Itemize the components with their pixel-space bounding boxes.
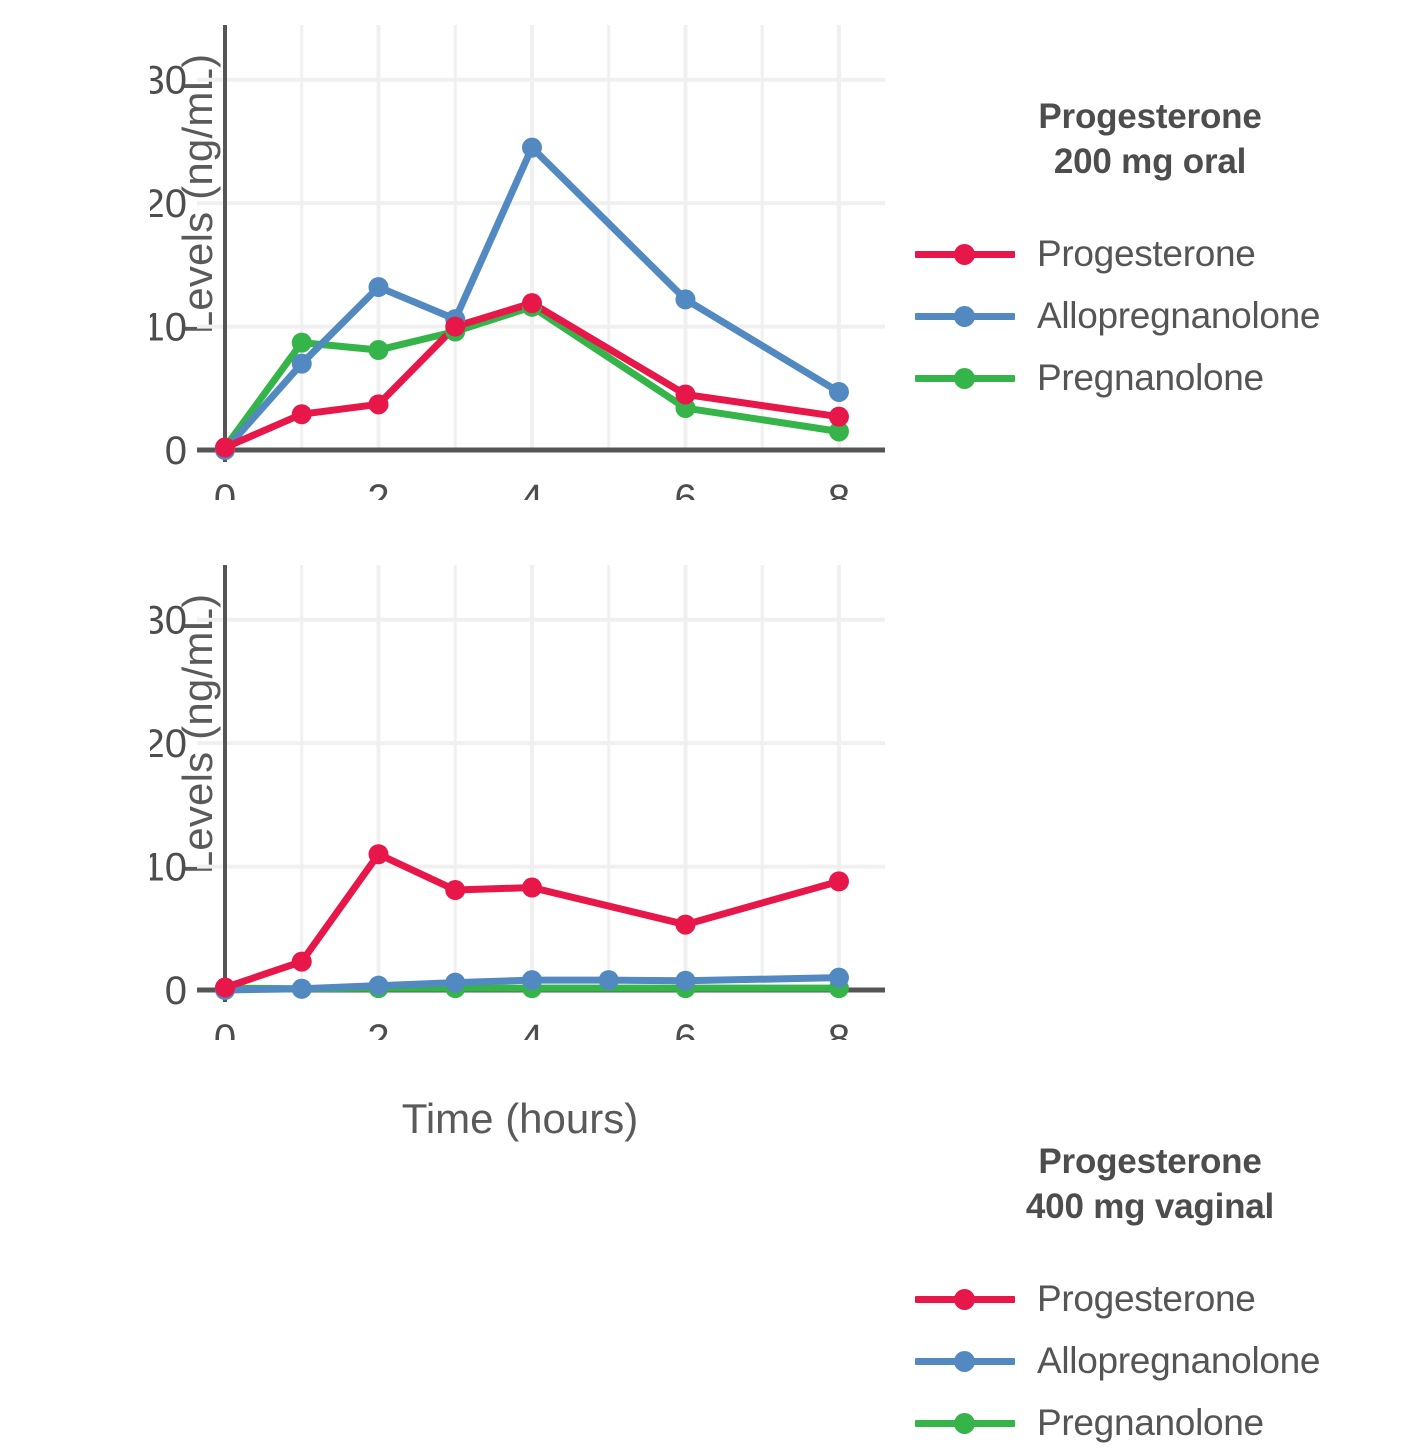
legend-swatch-pregnanolone-icon	[915, 1412, 1015, 1434]
legend-item-allopregnanolone[interactable]: Allopregnanolone	[915, 1330, 1415, 1392]
legend-label-allopregnanolone: Allopregnanolone	[1037, 1339, 1321, 1381]
legend-item-allopregnanolone[interactable]: Allopregnanolone	[915, 285, 1415, 347]
legend-title-line2: 400 mg vaginal	[1025, 1186, 1275, 1226]
chart-panel-top: Levels (ng/mL) 0 10 20 30 0 2 4 6 8 Progesterone…	[0, 0, 1423, 520]
svg-text:30: 30	[150, 599, 187, 643]
legend-bottom: Progesterone 400 mg vaginal Progesterone…	[915, 1140, 1415, 1454]
legend-title-bottom: Progesterone 400 mg vaginal	[915, 1140, 1385, 1230]
chart-panel-bottom: Levels (ng/mL) 0 10 20 30 0 2 4 6 8 Progesterone…	[0, 540, 1423, 1443]
legend-title-line2: 200 mg oral	[1053, 141, 1247, 181]
svg-text:6: 6	[674, 1017, 696, 1040]
svg-text:2: 2	[367, 477, 389, 500]
legend-title-top: Progesterone 200 mg oral	[915, 95, 1385, 185]
svg-text:6: 6	[674, 477, 696, 500]
legend-swatch-pregnanolone-icon	[915, 367, 1015, 389]
svg-text:2: 2	[367, 1017, 389, 1040]
x-axis-label: Time (hours)	[401, 1095, 639, 1142]
legend-top: Progesterone 200 mg oral Progesterone Al…	[915, 95, 1415, 409]
svg-text:20: 20	[150, 722, 187, 766]
svg-text:0: 0	[165, 429, 187, 473]
legend-label-progesterone: Progesterone	[1037, 232, 1256, 274]
legend-items-top: Progesterone Allopregnanolone Pregnanolo…	[915, 223, 1415, 409]
legend-title-line1: Progesterone	[1038, 1142, 1262, 1181]
plot-area-bottom: Levels (ng/mL) 0 10 20 30 0 2 4 6 8	[150, 560, 890, 1040]
svg-text:8: 8	[828, 477, 850, 500]
legend-item-pregnanolone[interactable]: Pregnanolone	[915, 1392, 1415, 1454]
chart-svg-bottom: 0 10 20 30 0 2 4 6 8	[150, 565, 885, 1040]
svg-text:0: 0	[165, 969, 187, 1013]
svg-text:20: 20	[150, 182, 187, 226]
legend-label-pregnanolone: Pregnanolone	[1037, 1401, 1264, 1443]
legend-swatch-progesterone-icon	[915, 1288, 1015, 1310]
legend-label-progesterone: Progesterone	[1037, 1277, 1256, 1319]
legend-swatch-allopregnanolone-icon	[915, 1350, 1015, 1372]
legend-label-pregnanolone: Pregnanolone	[1037, 356, 1264, 398]
svg-text:4: 4	[521, 1017, 543, 1040]
svg-text:10: 10	[150, 306, 187, 350]
legend-item-progesterone[interactable]: Progesterone	[915, 223, 1415, 285]
legend-items-bottom: Progesterone Allopregnanolone Pregnanolo…	[915, 1268, 1415, 1454]
plot-area-top: Levels (ng/mL) 0 10 20 30 0 2 4 6 8	[150, 20, 890, 500]
legend-item-progesterone[interactable]: Progesterone	[915, 1268, 1415, 1330]
svg-text:30: 30	[150, 59, 187, 103]
svg-text:0: 0	[214, 477, 236, 500]
svg-text:10: 10	[150, 846, 187, 890]
legend-swatch-allopregnanolone-icon	[915, 305, 1015, 327]
legend-title-line1: Progesterone	[1038, 97, 1262, 136]
chart-svg-top: 0 10 20 30 0 2 4 6 8	[150, 25, 885, 500]
legend-swatch-progesterone-icon	[915, 243, 1015, 265]
svg-text:0: 0	[214, 1017, 236, 1040]
legend-label-allopregnanolone: Allopregnanolone	[1037, 294, 1321, 336]
legend-item-pregnanolone[interactable]: Pregnanolone	[915, 347, 1415, 409]
svg-text:8: 8	[828, 1017, 850, 1040]
svg-text:4: 4	[521, 477, 543, 500]
